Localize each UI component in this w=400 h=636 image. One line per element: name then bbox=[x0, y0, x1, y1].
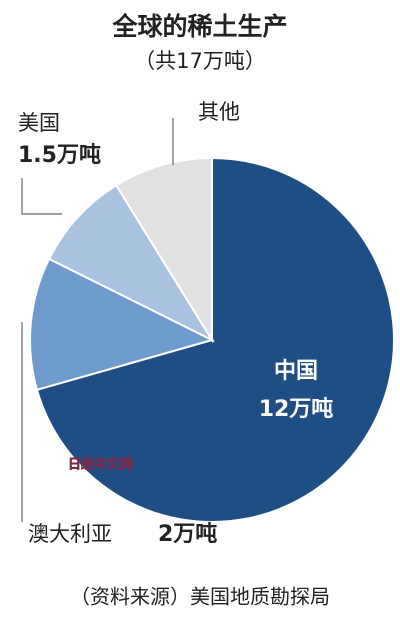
leader-line bbox=[21, 178, 62, 215]
value-label: 1.5万吨 bbox=[18, 143, 101, 168]
chart-subtitle: （共17万吨） bbox=[134, 49, 266, 73]
value-label: 2万吨 bbox=[158, 522, 217, 547]
pie-slice bbox=[114, 156, 213, 344]
source-note: （资料来源）美国地质勘探局 bbox=[70, 585, 330, 609]
chart-title: 全球的稀土生产 bbox=[111, 12, 287, 41]
category-label: 其他 bbox=[198, 100, 240, 124]
category-label: 澳大利亚 bbox=[28, 522, 112, 546]
pie-slice bbox=[29, 257, 215, 392]
value-label: 12万吨 bbox=[259, 397, 334, 422]
pie-slice bbox=[35, 156, 395, 523]
pie-slice bbox=[47, 183, 215, 343]
watermark: 日经中文网 bbox=[68, 457, 133, 473]
category-label: 中国 bbox=[274, 359, 318, 384]
pie bbox=[29, 156, 395, 523]
category-label: 美国 bbox=[18, 111, 60, 135]
